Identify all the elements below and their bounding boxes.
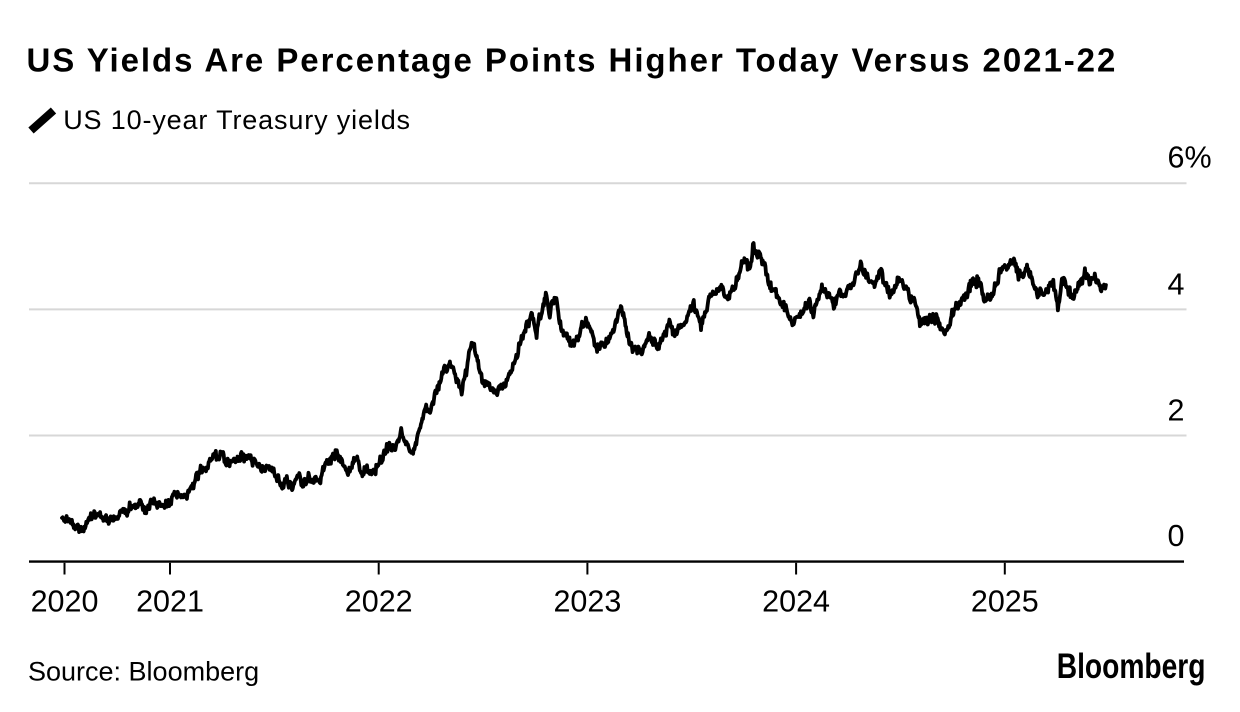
svg-text:2023: 2023 bbox=[553, 585, 621, 619]
svg-text:2022: 2022 bbox=[345, 585, 413, 619]
svg-text:2024: 2024 bbox=[762, 585, 830, 619]
svg-text:Bloomberg: Bloomberg bbox=[1057, 646, 1206, 686]
svg-text:0: 0 bbox=[1168, 519, 1185, 553]
svg-text:US 10-year Treasury yields: US 10-year Treasury yields bbox=[63, 105, 411, 135]
svg-text:2021: 2021 bbox=[136, 585, 204, 619]
svg-text:2025: 2025 bbox=[971, 585, 1039, 619]
svg-text:2020: 2020 bbox=[31, 585, 99, 619]
svg-text:US Yields Are Percentage Point: US Yields Are Percentage Points Higher T… bbox=[27, 42, 1118, 79]
svg-text:4: 4 bbox=[1168, 268, 1185, 302]
svg-text:Source: Bloomberg: Source: Bloomberg bbox=[28, 657, 259, 687]
svg-text:2: 2 bbox=[1168, 394, 1185, 428]
svg-text:6%: 6% bbox=[1168, 141, 1212, 175]
